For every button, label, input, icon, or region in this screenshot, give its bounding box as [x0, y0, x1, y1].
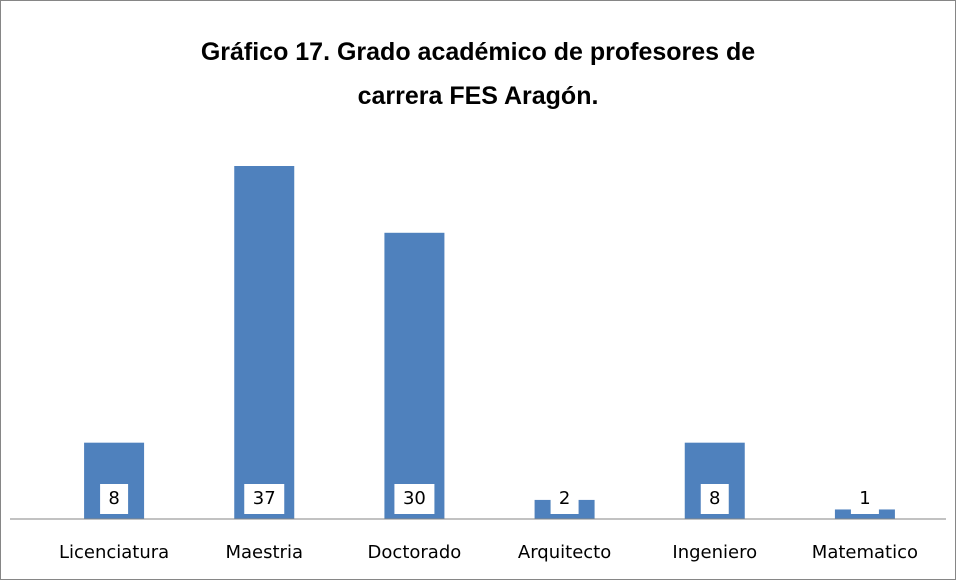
bar [834, 509, 895, 519]
x-tick-label: Arquitecto [518, 542, 611, 563]
data-label: 8 [709, 488, 720, 509]
data-label-box [550, 484, 579, 514]
data-label: 37 [253, 488, 276, 509]
data-label: 2 [559, 488, 570, 509]
x-tick-label: Licenciatura [59, 542, 169, 563]
x-tick-label: Ingeniero [672, 542, 757, 563]
data-label: 30 [403, 488, 426, 509]
data-label-box [100, 484, 129, 514]
data-label-box [700, 484, 729, 514]
x-tick-label: Doctorado [368, 542, 462, 563]
chart-title: Gráfico 17. Grado académico de profesore… [200, 38, 756, 110]
data-label: 1 [859, 488, 870, 509]
bar [234, 166, 295, 519]
data-label-box [394, 484, 435, 514]
data-label: 8 [108, 488, 119, 509]
data-label-box [244, 484, 285, 514]
x-tick-label: Maestria [225, 542, 303, 563]
data-label-box [850, 484, 879, 514]
x-tick-label: Matematico [812, 542, 918, 563]
bar [384, 232, 445, 519]
